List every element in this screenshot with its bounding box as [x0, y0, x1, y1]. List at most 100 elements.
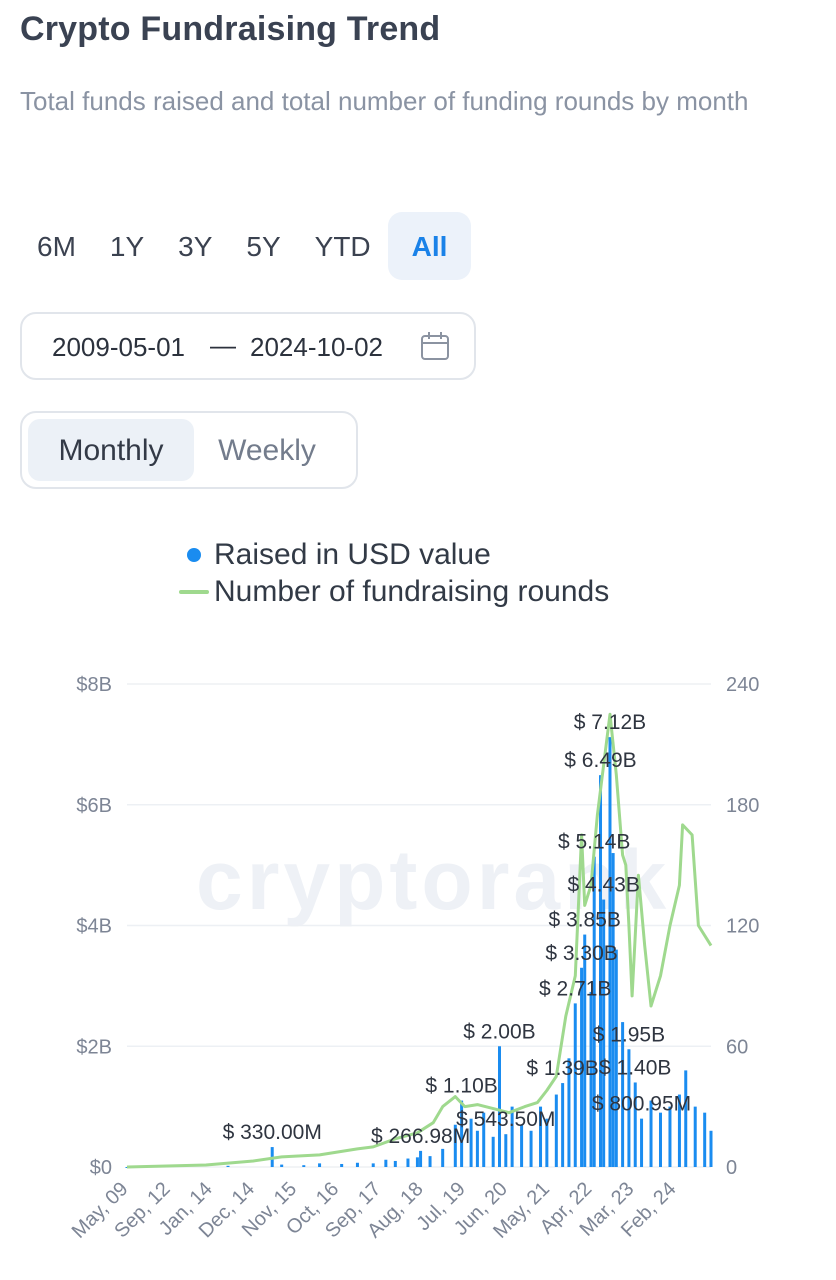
y-left-tick-label: $0 — [90, 1157, 112, 1179]
bar — [580, 967, 584, 1167]
data-label: $ 1.40B — [599, 1056, 671, 1079]
bar — [226, 1165, 230, 1167]
bar — [125, 1167, 129, 1168]
bar — [599, 775, 603, 1167]
bar — [589, 991, 593, 1167]
y-left-tick-label: $8B — [76, 674, 112, 696]
bar — [614, 949, 618, 1167]
y-right-tick-label: 120 — [726, 916, 759, 938]
bar — [567, 1058, 571, 1167]
bar — [497, 1046, 501, 1167]
y-right-tick-label: 60 — [726, 1036, 748, 1058]
bar — [428, 1156, 432, 1167]
bar — [649, 1100, 653, 1167]
y-right-tick-label: 0 — [726, 1157, 737, 1179]
weekly-button[interactable]: Weekly — [218, 434, 316, 467]
bar — [658, 1112, 662, 1167]
data-label: $ 2.71B — [539, 977, 611, 1000]
bar — [583, 934, 587, 1167]
page-subtitle: Total funds raised and total number of f… — [20, 86, 749, 116]
bar — [460, 1100, 464, 1167]
bar — [633, 1082, 637, 1167]
range-all-button[interactable]: All — [387, 212, 472, 280]
data-label: $ 1.95B — [593, 1023, 665, 1046]
bar — [371, 1163, 375, 1167]
bar — [539, 1106, 543, 1167]
bar — [504, 1134, 508, 1167]
bar — [608, 737, 612, 1167]
bar — [709, 1130, 713, 1167]
data-label: $ 4.43B — [567, 874, 639, 897]
y-left-tick-label: $6B — [76, 795, 112, 817]
bar — [703, 1112, 707, 1167]
range-6m-button[interactable]: 6M — [37, 231, 76, 262]
bar — [510, 1106, 514, 1167]
bar — [573, 1003, 577, 1167]
frequency-toggle: Monthly Weekly — [20, 411, 358, 489]
bar — [415, 1157, 419, 1167]
legend-item-raised[interactable]: Raised in USD value — [174, 536, 609, 573]
date-separator: — — [210, 330, 236, 360]
bar — [602, 899, 606, 1167]
data-label: $ 1.10B — [425, 1075, 497, 1098]
range-ytd-button[interactable]: YTD — [314, 231, 371, 262]
legend-dot-icon — [187, 547, 201, 562]
bar — [280, 1164, 284, 1167]
data-label: $ 5.14B — [558, 831, 630, 854]
calendar-icon[interactable] — [420, 331, 450, 361]
watermark-logo: cryptorank — [196, 833, 671, 927]
bar — [592, 856, 596, 1167]
bar — [441, 1148, 445, 1167]
data-label: $ 800.95M — [592, 1093, 691, 1116]
bar — [668, 1106, 672, 1167]
bar — [554, 1094, 558, 1167]
data-label: $ 1.39B — [526, 1057, 598, 1080]
bar — [545, 1118, 549, 1167]
data-label: $ 3.85B — [549, 909, 621, 932]
date-range-picker[interactable]: 2009-05-01 — 2024-10-02 — [20, 312, 476, 380]
bar — [302, 1165, 306, 1167]
bar — [640, 1118, 644, 1167]
bar — [529, 1130, 533, 1167]
bar — [419, 1150, 423, 1167]
y-left-tick-label: $4B — [76, 916, 112, 938]
rounds-line — [126, 712, 713, 1169]
bar — [491, 1136, 495, 1167]
y-right-tick-label: 180 — [726, 795, 759, 817]
bar — [627, 1049, 631, 1167]
y-left-tick-label: $2B — [76, 1036, 112, 1058]
bar — [406, 1158, 410, 1167]
legend-item-rounds[interactable]: Number of fundraising rounds — [174, 573, 609, 610]
legend-line-icon — [179, 589, 209, 594]
bar — [318, 1163, 322, 1167]
range-1y-button[interactable]: 1Y — [109, 231, 145, 262]
data-label: $ 266.98M — [371, 1125, 470, 1148]
chart-legend: Raised in USD value Number of fundraisin… — [174, 536, 609, 610]
bar — [561, 1083, 565, 1167]
monthly-button[interactable]: Monthly — [28, 419, 194, 481]
bar — [621, 1022, 625, 1167]
range-5y-button[interactable]: 5Y — [246, 231, 281, 262]
bar — [393, 1160, 397, 1167]
data-label: $ 6.49B — [564, 749, 636, 772]
bar — [520, 1124, 524, 1167]
bar — [684, 1070, 688, 1167]
data-label: $ 2.00B — [463, 1020, 535, 1043]
date-end: 2024-10-02 — [250, 332, 383, 362]
bar — [453, 1124, 457, 1167]
bar — [340, 1163, 344, 1167]
data-label: $ 330.00M — [223, 1121, 322, 1144]
bar — [384, 1159, 388, 1167]
data-label: $ 543.50M — [456, 1108, 555, 1131]
page-title: Crypto Fundraising Trend — [20, 10, 441, 48]
range-3y-button[interactable]: 3Y — [178, 231, 213, 262]
bar — [482, 1112, 486, 1167]
data-label: $ 7.12B — [574, 711, 646, 734]
time-range-selector: 6M 1Y 3Y 5Y YTD All — [20, 212, 472, 280]
legend-label-rounds: Number of fundraising rounds — [214, 574, 610, 608]
bar — [469, 1118, 473, 1167]
y-right-tick-label: 240 — [726, 674, 759, 696]
fundraising-chart: $0 0 $2B 60 $4B 120 $6B 180 $8B 240 $ 7.12B $ 6.49B… — [68, 674, 760, 1243]
bar — [475, 1130, 479, 1167]
bar — [693, 1106, 697, 1167]
